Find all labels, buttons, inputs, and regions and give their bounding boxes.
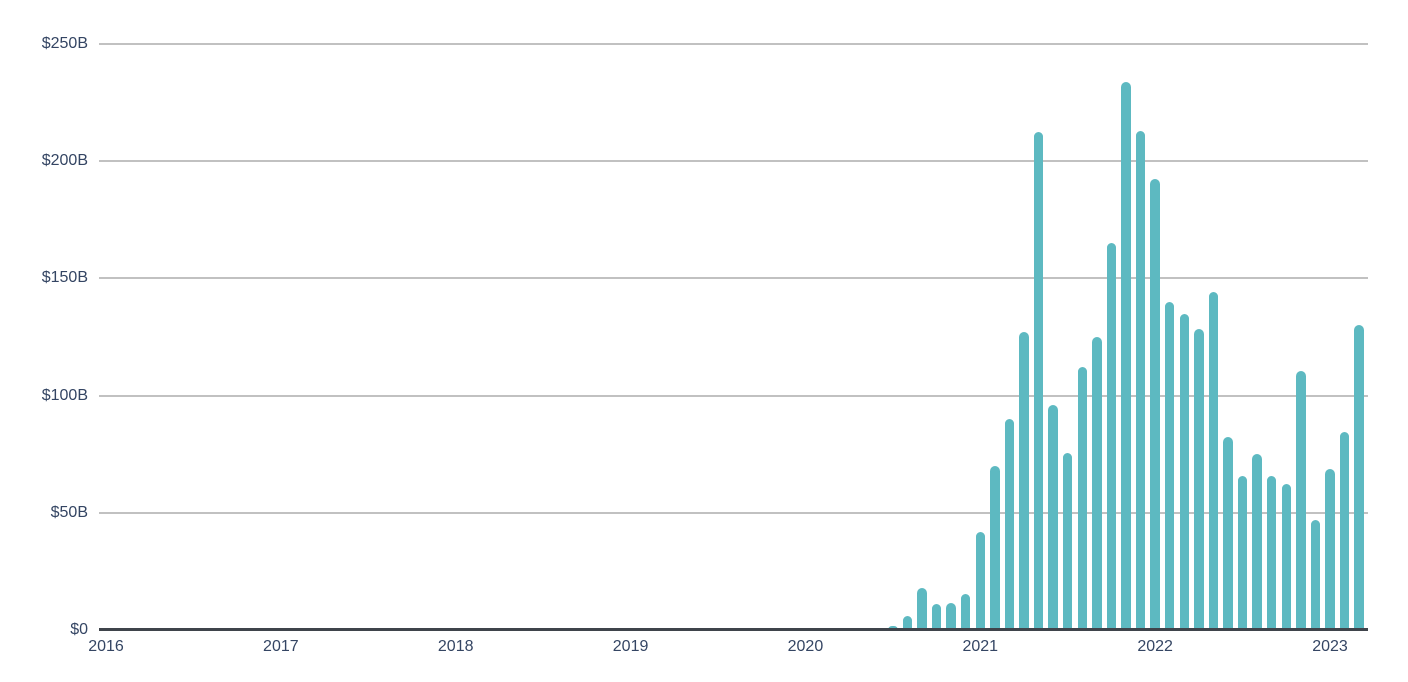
x-tick-label-2022: 2022 [1137,638,1173,655]
bar-2021-10[interactable] [1106,243,1117,630]
x-tick-label-2020: 2020 [787,638,824,655]
bar-2020-12[interactable] [960,593,971,630]
bar-2021-08[interactable] [1077,367,1088,630]
bar-2022-11[interactable] [1296,370,1306,630]
bar-2022-09[interactable] [1266,476,1277,630]
bar-2021-11[interactable] [1121,81,1131,630]
x-tick-label-2019: 2019 [612,638,649,655]
bar-2020-10[interactable] [931,604,942,630]
y-tick-label: $250B [41,35,88,52]
bar-2020-09[interactable] [917,587,927,630]
bar-2020-08[interactable] [902,615,913,630]
bar-2022-10[interactable] [1281,483,1292,630]
bar-2023-01[interactable] [1325,469,1335,630]
gridline-100b [99,394,1368,397]
bar-2021-06[interactable] [1048,404,1058,630]
bar-2021-09[interactable] [1092,337,1102,630]
x-tick-label-2017: 2017 [263,638,299,655]
x-tick-label-2023: 2023 [1312,638,1348,655]
bar-2023-03[interactable] [1354,325,1364,630]
bar-2022-07[interactable] [1237,476,1248,630]
x-axis-line [99,628,1368,631]
bar-2022-04[interactable] [1194,328,1204,630]
x-tick-label-2018: 2018 [437,638,474,655]
bar-2022-02[interactable] [1164,301,1175,630]
bar-2021-02[interactable] [990,465,1000,630]
y-tick-label: $200B [41,152,88,170]
bar-2020-11[interactable] [946,603,956,630]
gridline-200b [99,160,1368,163]
bar-2023-02[interactable] [1339,431,1350,630]
bar-2021-05[interactable] [1033,131,1044,630]
bar-2021-12[interactable] [1135,130,1146,630]
plot-area [99,0,1368,631]
bar-2021-03[interactable] [1004,419,1015,630]
bar-2022-01[interactable] [1150,178,1160,630]
x-tick-label-2016: 2016 [88,638,124,655]
bar-2022-06[interactable] [1223,436,1233,630]
gridline-250b [99,43,1368,45]
x-tick-label-2021: 2021 [962,638,999,655]
y-tick-label: $50B [50,503,88,521]
y-tick-label: $0 [70,621,88,638]
y-tick-label: $150B [41,269,88,287]
y-tick-label: $100B [41,386,88,404]
bar-2022-03[interactable] [1179,313,1190,630]
bar-2022-12[interactable] [1310,519,1321,630]
gridline-50b [99,511,1368,514]
gridline-150b [99,277,1368,280]
bar-2022-08[interactable] [1252,454,1262,630]
bar-2021-01[interactable] [975,531,986,630]
bar-2022-05[interactable] [1208,292,1219,630]
bar-2021-04[interactable] [1019,332,1029,630]
bar-2021-07[interactable] [1062,453,1073,630]
